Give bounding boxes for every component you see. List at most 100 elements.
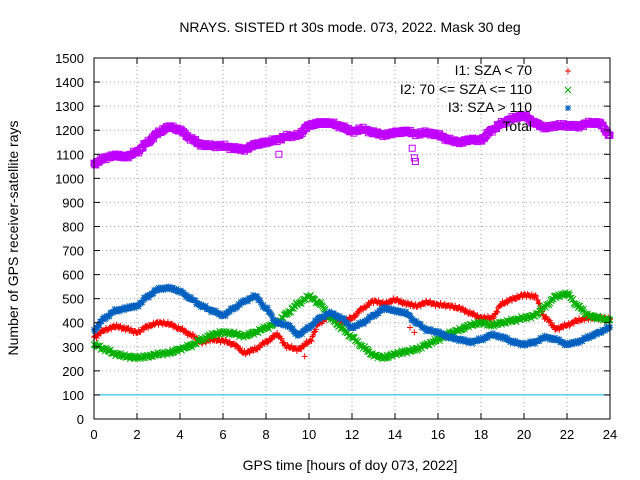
outlier-point (411, 329, 418, 336)
data-point-i1-sza-70 (493, 308, 500, 315)
chart-title: NRAYS. SISTED rt 30s mode. 073, 2022. Ma… (179, 19, 520, 35)
y-tick-label: 600 (62, 268, 84, 283)
x-tick-label: 2 (133, 427, 140, 442)
data-point-i3-sza-110 (146, 294, 153, 301)
data-point-i3-sza-110 (480, 337, 487, 344)
series-3 (90, 111, 614, 169)
data-point-i3-sza-110 (153, 287, 160, 294)
data-point-i3-sza-110 (413, 317, 420, 324)
data-point-i3-sza-110 (358, 320, 365, 327)
legend-marker-i2-70-sza-110 (564, 86, 572, 94)
y-tick-label: 1500 (55, 51, 84, 66)
data-point-i3-sza-110 (460, 335, 467, 342)
data-point-i3-sza-110 (392, 306, 399, 313)
data-point-i1-sza-70 (269, 336, 276, 343)
data-point-i3-sza-110 (361, 321, 368, 328)
data-point-i2-70-sza-110 (578, 305, 585, 313)
data-point-i3-sza-110 (98, 318, 105, 325)
x-tick-label: 20 (517, 427, 531, 442)
legend-label-i2: I2: 70 <= SZA <= 110 (400, 81, 532, 97)
data-point-i1-sza-70 (533, 293, 540, 300)
data-point-i3-sza-110 (508, 337, 515, 344)
data-point-i2-70-sza-110 (565, 289, 573, 297)
data-point-i3-sza-110 (222, 313, 229, 320)
data-point-i3-sza-110 (180, 289, 187, 296)
data-point-i3-sza-110 (299, 331, 306, 338)
data-point-i3-sza-110 (269, 312, 276, 319)
data-point-i3-sza-110 (355, 321, 362, 328)
data-point-i3-sza-110 (447, 333, 454, 340)
data-point-i3-sza-110 (207, 306, 214, 313)
x-tick-label: 8 (262, 427, 269, 442)
x-tick-label: 22 (560, 427, 574, 442)
x-tick-label: 14 (388, 427, 402, 442)
y-tick-label: 100 (62, 388, 84, 403)
data-point-i1-sza-70 (470, 309, 477, 316)
data-point-i1-sza-70 (534, 297, 541, 304)
data-point-i3-sza-110 (465, 336, 472, 343)
data-point-i3-sza-110 (354, 323, 361, 330)
data-point-i1-sza-70 (355, 310, 362, 317)
data-point-i3-sza-110 (368, 314, 375, 321)
data-point-i3-sza-110 (111, 306, 118, 313)
x-tick-label: 10 (302, 427, 316, 442)
data-point-i3-sza-110 (131, 305, 138, 312)
data-point-i3-sza-110 (188, 293, 195, 300)
data-point-i3-sza-110 (336, 315, 343, 322)
legend-marker-i3-sza-110 (565, 105, 571, 111)
y-tick-label: 300 (62, 340, 84, 355)
x-tick-label: 6 (219, 427, 226, 442)
data-point-i3-sza-110 (417, 320, 424, 327)
data-point-i1-sza-70 (312, 326, 319, 333)
data-point-i3-sza-110 (403, 308, 410, 315)
data-point-total (605, 131, 613, 139)
data-point-i3-sza-110 (321, 314, 328, 321)
data-point-i3-sza-110 (484, 335, 491, 342)
y-tick-label: 0 (77, 412, 84, 427)
data-point-i3-sza-110 (91, 328, 98, 335)
data-point-i1-sza-70 (388, 298, 395, 305)
data-point-i3-sza-110 (238, 299, 245, 306)
data-point-i3-sza-110 (313, 317, 320, 324)
y-tick-label: 1400 (55, 75, 84, 90)
y-tick-label: 1000 (55, 171, 84, 186)
data-point-i3-sza-110 (192, 297, 199, 304)
data-point-i3-sza-110 (398, 307, 405, 314)
data-point-i3-sza-110 (504, 334, 511, 341)
data-point-i3-sza-110 (564, 340, 570, 347)
outlier-point (275, 150, 283, 158)
data-point-i3-sza-110 (375, 310, 382, 317)
y-axis-label: Number of GPS receiver-satellite rays (5, 121, 21, 356)
y-tick-label: 1200 (55, 123, 84, 138)
data-point-i3-sza-110 (326, 308, 333, 315)
data-point-i3-sza-110 (511, 339, 518, 346)
data-point-i3-sza-110 (478, 336, 485, 343)
data-point-i3-sza-110 (346, 325, 353, 332)
data-point-i2-70-sza-110 (492, 321, 499, 329)
data-point-i3-sza-110 (187, 296, 194, 303)
x-axis-label: GPS time [hours of doy 073, 2022] (243, 457, 458, 473)
data-point-i3-sza-110 (512, 337, 519, 344)
y-tick-label: 200 (62, 364, 84, 379)
series-layer (90, 111, 614, 363)
data-point-i3-sza-110 (317, 316, 324, 323)
outlier-point (301, 353, 308, 360)
data-point-i3-sza-110 (302, 327, 309, 334)
data-point-i2-70-sza-110 (506, 317, 514, 325)
data-point-i3-sza-110 (264, 304, 271, 311)
data-point-i3-sza-110 (579, 338, 586, 345)
data-point-i1-sza-70 (278, 335, 285, 342)
y-tick-label: 1300 (55, 99, 84, 114)
legend-label-total: Total (502, 118, 532, 134)
data-point-i3-sza-110 (387, 307, 394, 314)
data-point-i3-sza-110 (139, 299, 146, 306)
data-point-i3-sza-110 (580, 336, 587, 343)
y-tick-label: 500 (62, 292, 84, 307)
data-point-i3-sza-110 (532, 340, 539, 347)
outliers (275, 144, 419, 360)
legend-label-i1: I1: SZA < 70 (455, 62, 533, 78)
data-point-i3-sza-110 (239, 297, 246, 304)
data-point-i3-sza-110 (355, 319, 362, 326)
outlier-point (411, 157, 419, 165)
data-point-i3-sza-110 (224, 309, 231, 316)
